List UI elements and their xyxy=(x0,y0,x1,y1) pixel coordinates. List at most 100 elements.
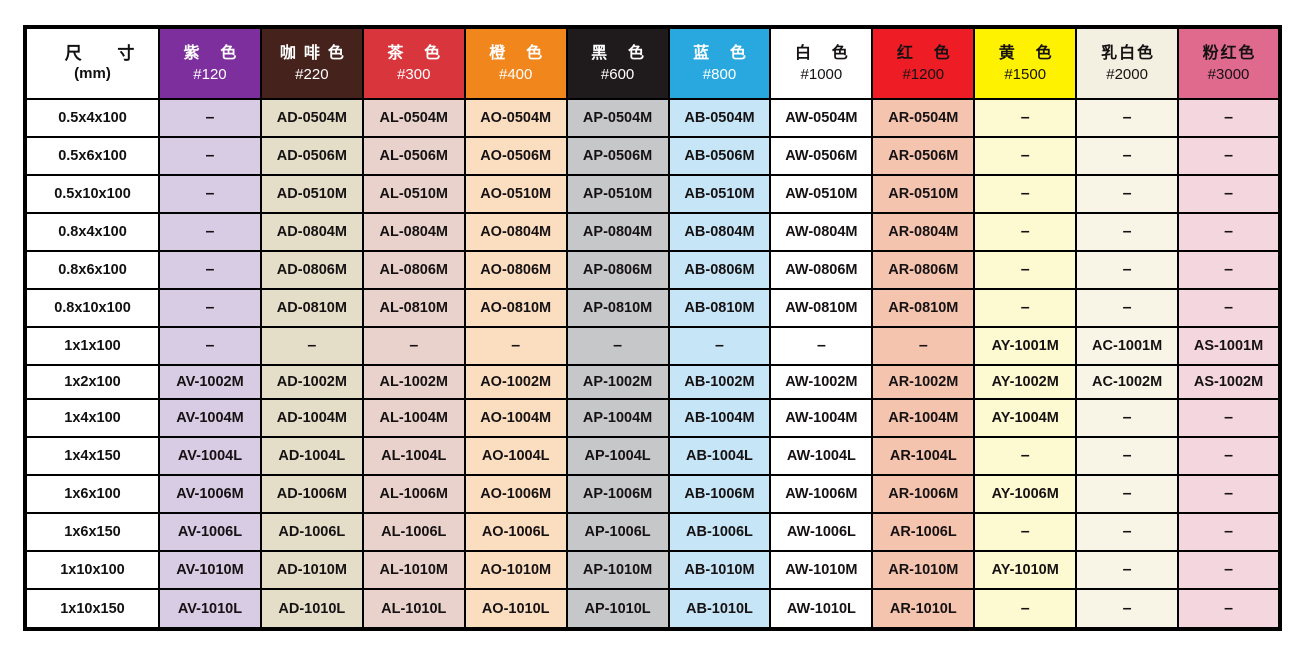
product-code-cell: AW-0804M xyxy=(769,211,874,252)
color-column-header: 茶色 #300 xyxy=(361,26,466,100)
empty-cell: – xyxy=(158,287,262,328)
size-header-title: 尺寸 xyxy=(64,43,135,63)
empty-cell: – xyxy=(973,249,1078,290)
product-code-cell: AL-0806M xyxy=(361,249,466,290)
product-code-cell: AC-1002M xyxy=(1075,363,1180,401)
product-code-cell: AR-0806M xyxy=(871,249,976,290)
color-column-header: 红色 #1200 xyxy=(871,26,976,100)
empty-cell: – xyxy=(1075,287,1180,328)
product-code-cell: AD-1010M xyxy=(259,550,364,590)
product-code-cell: AW-0510M xyxy=(769,173,874,214)
color-name: 咖啡色 xyxy=(279,44,352,62)
size-cell: 1x4x100 xyxy=(24,398,160,439)
size-cell: 1x4x150 xyxy=(24,436,160,477)
product-code-cell: AL-1006M xyxy=(361,474,466,515)
empty-cell: – xyxy=(1177,249,1281,290)
product-code-cell: AB-0810M xyxy=(667,287,772,328)
empty-cell: – xyxy=(973,211,1078,252)
color-column-header: 紫色 #120 xyxy=(158,26,262,100)
empty-cell: – xyxy=(1177,588,1281,630)
product-code-cell: AW-0810M xyxy=(769,287,874,328)
product-code-cell: AO-0804M xyxy=(463,211,568,252)
product-code-cell: AP-0506M xyxy=(565,135,670,176)
product-code-cell: AD-0510M xyxy=(259,173,364,214)
empty-cell: – xyxy=(1075,249,1180,290)
empty-cell: – xyxy=(463,325,568,366)
product-code-cell: AV-1006L xyxy=(158,512,262,553)
empty-cell: – xyxy=(1075,436,1180,477)
product-code-cell: AD-0806M xyxy=(259,249,364,290)
size-cell: 1x6x100 xyxy=(24,474,160,515)
product-code-cell: AV-1002M xyxy=(158,363,262,401)
empty-cell: – xyxy=(1177,398,1281,439)
product-code-cell: AB-1006M xyxy=(667,474,772,515)
product-code-cell: AB-0806M xyxy=(667,249,772,290)
product-code-cell: AL-1010L xyxy=(361,588,466,630)
product-code-cell: AB-1004L xyxy=(667,436,772,477)
product-code-cell: AB-1002M xyxy=(667,363,772,401)
product-code-cell: AB-0804M xyxy=(667,211,772,252)
color-name: 红色 xyxy=(896,44,971,62)
grit-number: #2000 xyxy=(1106,65,1148,83)
table-row: 0.8x10x100– AD-0810M AL-0810M AO-0810M AP-08… xyxy=(24,287,1281,328)
product-code-cell: AP-1004L xyxy=(565,436,670,477)
color-column-header: 黑色 #600 xyxy=(565,26,670,100)
product-code-cell: AW-1010L xyxy=(769,588,874,630)
empty-cell: – xyxy=(1075,173,1180,214)
product-code-cell: AP-0510M xyxy=(565,173,670,214)
product-code-cell: AP-0504M xyxy=(565,98,670,138)
color-column-header: 白色 #1000 xyxy=(769,26,874,100)
table-row: 1x4x100 AV-1004M AD-1004M AL-1004M AO-1004M A… xyxy=(24,398,1281,439)
product-code-cell: AR-1004M xyxy=(871,398,976,439)
product-code-cell: AW-1002M xyxy=(769,363,874,401)
table-row: 0.5x6x100– AD-0506M AL-0506M AO-0506M AP-050… xyxy=(24,135,1281,176)
product-code-cell: AP-1002M xyxy=(565,363,670,401)
header-row: 尺寸 (mm) 紫色 #120 咖啡色 #220 茶色 #300 橙色 #400 黑色 #600 蓝… xyxy=(24,26,1281,100)
product-code-cell: AP-1004M xyxy=(565,398,670,439)
empty-cell: – xyxy=(1075,474,1180,515)
grit-number: #800 xyxy=(702,65,737,83)
empty-cell: – xyxy=(973,173,1078,214)
size-cell: 0.5x10x100 xyxy=(24,173,160,214)
empty-cell: – xyxy=(667,325,772,366)
size-column-header: 尺寸 (mm) xyxy=(24,26,160,100)
product-code-cell: AP-1006L xyxy=(565,512,670,553)
color-column-header: 黄色 #1500 xyxy=(973,26,1078,100)
empty-cell: – xyxy=(871,325,976,366)
product-code-cell: AW-0506M xyxy=(769,135,874,176)
product-code-cell: AD-1006M xyxy=(259,474,364,515)
product-code-cell: AD-1002M xyxy=(259,363,364,401)
product-code-cell: AB-0510M xyxy=(667,173,772,214)
product-code-cell: AL-1010M xyxy=(361,550,466,590)
size-cell: 1x10x150 xyxy=(24,588,160,630)
product-code-cell: AR-1010M xyxy=(871,550,976,590)
product-code-table: 尺寸 (mm) 紫色 #120 咖啡色 #220 茶色 #300 橙色 #400 黑色 #600 蓝… xyxy=(23,25,1282,631)
empty-cell: – xyxy=(158,249,262,290)
product-code-cell: AY-1006M xyxy=(973,474,1078,515)
color-name: 乳白色 xyxy=(1101,44,1155,62)
empty-cell: – xyxy=(973,588,1078,630)
table-row: 0.8x6x100– AD-0806M AL-0806M AO-0806M AP-080… xyxy=(24,249,1281,290)
product-code-cell: AP-0810M xyxy=(565,287,670,328)
product-code-cell: AB-0506M xyxy=(667,135,772,176)
empty-cell: – xyxy=(1177,436,1281,477)
product-code-cell: AW-1006M xyxy=(769,474,874,515)
size-header-unit: (mm) xyxy=(74,65,111,83)
product-code-cell: AD-1010L xyxy=(259,588,364,630)
empty-cell: – xyxy=(1075,588,1180,630)
product-code-cell: AW-1004L xyxy=(769,436,874,477)
color-name: 白色 xyxy=(794,44,869,62)
color-name: 黄色 xyxy=(998,44,1073,62)
empty-cell: – xyxy=(1075,550,1180,590)
size-cell: 1x10x100 xyxy=(24,550,160,590)
empty-cell: – xyxy=(973,98,1078,138)
color-column-header: 咖啡色 #220 xyxy=(259,26,364,100)
product-code-cell: AW-1010M xyxy=(769,550,874,590)
empty-cell: – xyxy=(973,135,1078,176)
color-name: 粉红色 xyxy=(1202,44,1257,62)
product-code-cell: AL-1004M xyxy=(361,398,466,439)
product-code-cell: AO-0506M xyxy=(463,135,568,176)
product-code-cell: AR-0804M xyxy=(871,211,976,252)
empty-cell: – xyxy=(1177,474,1281,515)
